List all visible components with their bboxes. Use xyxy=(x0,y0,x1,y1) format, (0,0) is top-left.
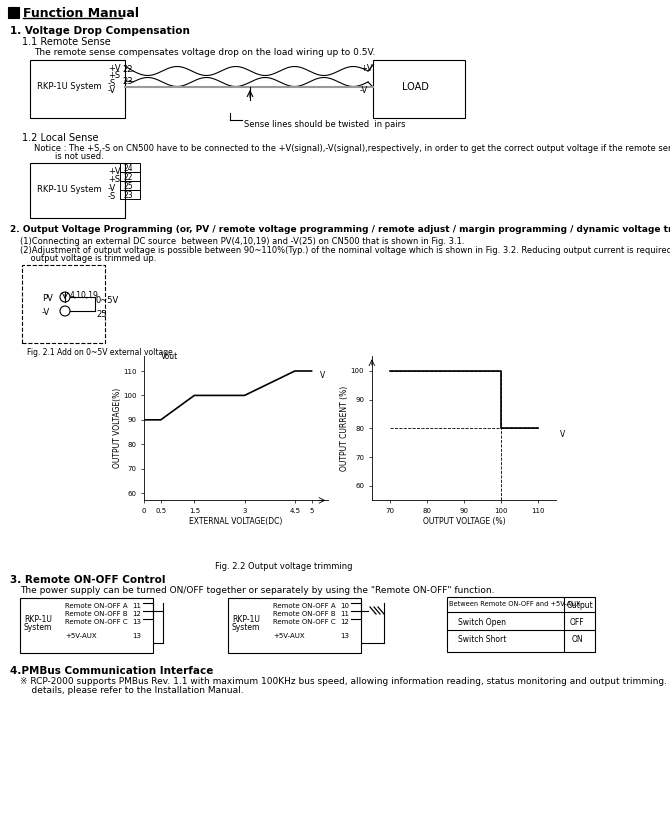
X-axis label: EXTERNAL VOLTAGE(DC): EXTERNAL VOLTAGE(DC) xyxy=(190,517,283,526)
Bar xyxy=(228,598,361,653)
Text: 12: 12 xyxy=(340,619,349,625)
Y-axis label: OUTPUT CURRENT (%): OUTPUT CURRENT (%) xyxy=(340,386,349,471)
Bar xyxy=(120,172,140,181)
Text: 1.2 Local Sense: 1.2 Local Sense xyxy=(22,133,98,143)
Text: OFF: OFF xyxy=(570,618,585,627)
Bar xyxy=(22,265,105,343)
Text: 13: 13 xyxy=(132,619,141,625)
Text: Fig. 2.2 Output voltage trimming: Fig. 2.2 Output voltage trimming xyxy=(215,562,352,571)
Text: Output: Output xyxy=(567,601,594,610)
Text: Remote ON-OFF A: Remote ON-OFF A xyxy=(273,603,336,609)
Text: Remote ON-OFF B: Remote ON-OFF B xyxy=(65,611,127,617)
Text: Function Manual: Function Manual xyxy=(23,7,139,20)
Text: (2)Adjustment of output voltage is possible between 90~110%(Typ.) of the nominal: (2)Adjustment of output voltage is possi… xyxy=(20,246,670,255)
Text: +5V-AUX: +5V-AUX xyxy=(65,633,96,639)
Bar xyxy=(8,7,19,18)
Text: Switch Short: Switch Short xyxy=(458,635,507,644)
Bar xyxy=(373,60,465,118)
Text: Remote ON-OFF C: Remote ON-OFF C xyxy=(65,619,127,625)
Text: 22: 22 xyxy=(122,65,133,74)
Text: V: V xyxy=(559,430,565,439)
Text: RKP-1U: RKP-1U xyxy=(232,615,260,624)
Text: PV: PV xyxy=(42,294,53,303)
Text: 2. Output Voltage Programming (or, PV / remote voltage programming / remote adju: 2. Output Voltage Programming (or, PV / … xyxy=(10,225,670,234)
Text: 25: 25 xyxy=(96,310,107,319)
Bar xyxy=(120,181,140,190)
Text: Remote ON-OFF B: Remote ON-OFF B xyxy=(273,611,336,617)
Y-axis label: OUTPUT VOLTAGE(%): OUTPUT VOLTAGE(%) xyxy=(113,388,121,468)
Text: 12: 12 xyxy=(132,611,141,617)
Text: +V: +V xyxy=(360,64,373,73)
Bar xyxy=(447,597,595,652)
Text: is not used.: is not used. xyxy=(34,152,104,161)
Text: Notice : The +S,-S on CN500 have to be connected to the +V(signal),-V(signal),re: Notice : The +S,-S on CN500 have to be c… xyxy=(34,144,670,153)
Text: 3. Remote ON-OFF Control: 3. Remote ON-OFF Control xyxy=(10,575,165,585)
Text: Remote ON-OFF A: Remote ON-OFF A xyxy=(65,603,127,609)
Text: 23: 23 xyxy=(123,191,133,200)
Text: -S: -S xyxy=(108,192,117,201)
Text: +V: +V xyxy=(108,64,121,73)
Text: +V: +V xyxy=(108,167,121,176)
Text: 10: 10 xyxy=(340,603,349,609)
Text: 1.1 Remote Sense: 1.1 Remote Sense xyxy=(22,37,111,47)
Text: 4,10,19: 4,10,19 xyxy=(70,291,99,300)
Text: 0~5V: 0~5V xyxy=(96,296,119,305)
Text: ※ RCP-2000 supports PMBus Rev. 1.1 with maximum 100KHz bus speed, allowing infor: ※ RCP-2000 supports PMBus Rev. 1.1 with … xyxy=(20,677,670,686)
Text: Remote ON-OFF C: Remote ON-OFF C xyxy=(273,619,336,625)
Text: (1)Connecting an external DC source  between PV(4,10,19) and -V(25) on CN500 tha: (1)Connecting an external DC source betw… xyxy=(20,237,464,246)
Text: details, please refer to the Installation Manual.: details, please refer to the Installatio… xyxy=(20,686,244,695)
Text: -V: -V xyxy=(108,86,117,95)
Text: 4.PMBus Communication Interface: 4.PMBus Communication Interface xyxy=(10,666,213,676)
X-axis label: OUTPUT VOLTAGE (%): OUTPUT VOLTAGE (%) xyxy=(423,517,505,526)
Text: +S: +S xyxy=(108,71,120,80)
Text: 25: 25 xyxy=(123,182,133,191)
Text: ON: ON xyxy=(572,635,584,644)
Text: RKP-1U System: RKP-1U System xyxy=(37,185,102,194)
Text: Fig. 2.1 Add on 0~5V external voltage: Fig. 2.1 Add on 0~5V external voltage xyxy=(27,348,173,357)
Bar xyxy=(120,190,140,199)
Bar xyxy=(120,163,140,172)
Text: -V: -V xyxy=(108,184,117,193)
Text: RKP-1U: RKP-1U xyxy=(24,615,52,624)
Text: System: System xyxy=(232,623,261,632)
Bar xyxy=(30,163,125,218)
Text: 23: 23 xyxy=(122,77,133,86)
Text: 13: 13 xyxy=(340,633,349,639)
Bar xyxy=(30,60,125,118)
Text: 22: 22 xyxy=(123,173,133,182)
Text: +S: +S xyxy=(108,175,120,184)
Text: 11: 11 xyxy=(340,611,349,617)
Text: Switch Open: Switch Open xyxy=(458,618,506,627)
Text: 11: 11 xyxy=(132,603,141,609)
Text: V: V xyxy=(320,371,325,380)
Text: -V: -V xyxy=(360,86,368,95)
Text: LOAD: LOAD xyxy=(402,82,429,92)
Text: output voltage is trimmed up.: output voltage is trimmed up. xyxy=(20,254,156,263)
Text: 1. Voltage Drop Compensation: 1. Voltage Drop Compensation xyxy=(10,26,190,36)
Text: 13: 13 xyxy=(132,633,141,639)
Text: -V: -V xyxy=(42,308,50,317)
Text: Vout: Vout xyxy=(161,351,178,360)
Text: RKP-1U System: RKP-1U System xyxy=(37,82,102,91)
Text: -S: -S xyxy=(108,79,117,88)
Text: 24: 24 xyxy=(123,164,133,173)
Bar xyxy=(20,598,153,653)
Text: The remote sense compensates voltage drop on the load wiring up to 0.5V.: The remote sense compensates voltage dro… xyxy=(34,48,375,57)
Text: Sense lines should be twisted  in pairs: Sense lines should be twisted in pairs xyxy=(244,120,405,129)
Text: +5V-AUX: +5V-AUX xyxy=(273,633,305,639)
Text: Between Remote ON-OFF and +5V-AUX: Between Remote ON-OFF and +5V-AUX xyxy=(449,601,580,607)
Text: The power supply can be turned ON/OFF together or separately by using the "Remot: The power supply can be turned ON/OFF to… xyxy=(20,586,494,595)
Text: System: System xyxy=(24,623,52,632)
